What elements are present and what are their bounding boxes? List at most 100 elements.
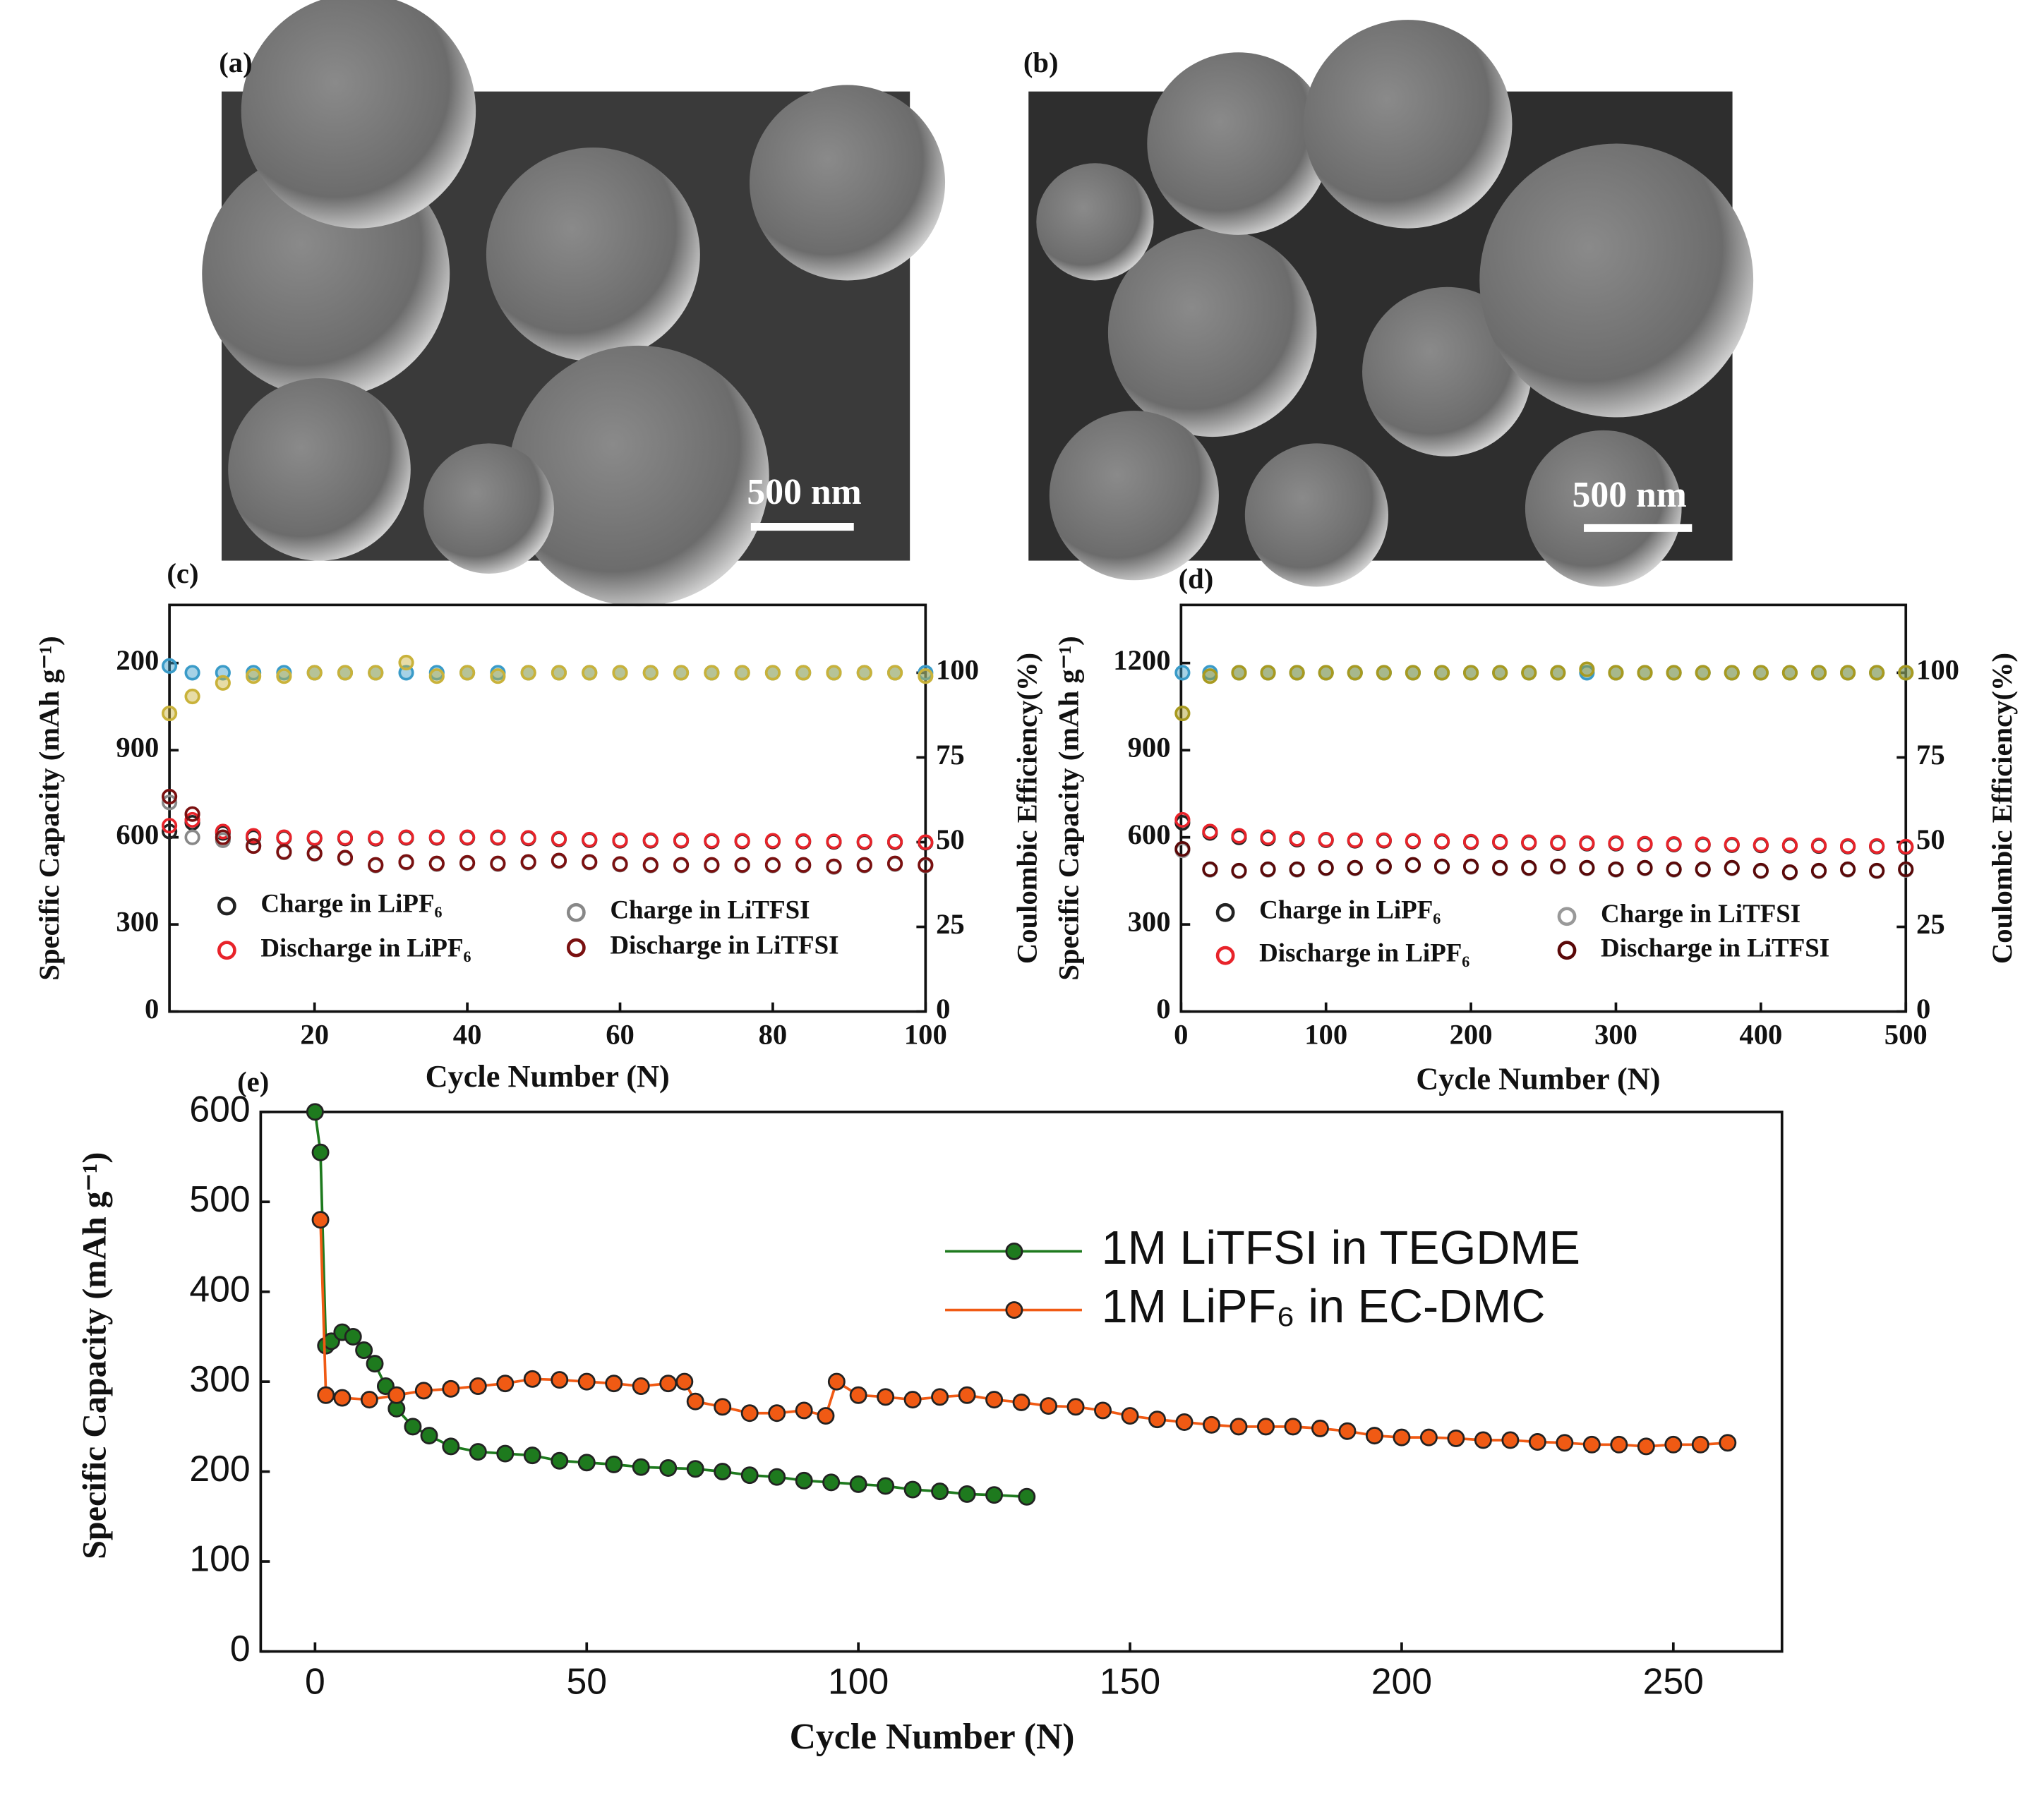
x-tick-label: 300 xyxy=(1594,1018,1637,1050)
legend-marker xyxy=(1215,902,1235,922)
data-point xyxy=(931,1388,949,1406)
data-point xyxy=(1781,837,1798,853)
data-point xyxy=(795,833,812,850)
data-point xyxy=(577,1372,596,1391)
data-point xyxy=(162,788,178,805)
sem-image-b xyxy=(1028,20,1754,587)
y-tick-label: 0 xyxy=(1156,993,1170,1025)
data-point xyxy=(795,1401,813,1420)
data-point xyxy=(306,665,323,681)
data-point xyxy=(849,1386,867,1404)
series-group xyxy=(162,654,934,875)
data-point xyxy=(162,795,178,811)
data-point xyxy=(764,665,781,681)
data-point xyxy=(877,1477,895,1495)
legend-label: Discharge in LiTFSI xyxy=(1601,933,1829,962)
data-point xyxy=(1695,665,1711,681)
data-point xyxy=(1501,1431,1520,1449)
legend-label: Discharge in LiPF₆ xyxy=(260,933,471,962)
panel-label: (e) xyxy=(237,1065,269,1097)
data-point xyxy=(1521,834,1537,850)
data-point xyxy=(442,1437,460,1456)
data-point xyxy=(368,665,384,681)
data-point xyxy=(1175,1413,1194,1431)
x-tick-label: 0 xyxy=(305,1661,325,1702)
x-axis-label: Cycle Number (N) xyxy=(426,1059,670,1094)
data-point xyxy=(306,845,323,862)
data-point xyxy=(368,830,384,846)
x-axis-label: Cycle Number (N) xyxy=(1416,1062,1660,1097)
data-point xyxy=(490,829,506,845)
x-tick-label: 0 xyxy=(1174,1018,1188,1050)
legend-label: Charge in LiTFSI xyxy=(610,895,810,924)
data-point xyxy=(1231,828,1247,844)
legend-label: Charge in LiTFSI xyxy=(1601,899,1800,928)
data-point xyxy=(523,1370,541,1388)
data-point xyxy=(826,858,842,874)
data-point xyxy=(1781,665,1798,681)
legend-label: Discharge in LiPF₆ xyxy=(1259,938,1469,967)
data-point xyxy=(1318,831,1334,848)
y-axis-label: Specific Capacity (mAh g⁻¹) xyxy=(76,1152,114,1559)
data-point xyxy=(459,854,476,871)
data-point xyxy=(1284,1418,1302,1436)
data-point xyxy=(985,1391,1004,1409)
data-point xyxy=(1405,665,1421,681)
data-point xyxy=(1810,665,1827,681)
data-point xyxy=(985,1486,1004,1504)
data-point xyxy=(1839,665,1856,681)
data-point xyxy=(215,675,231,691)
panel-label: (d) xyxy=(1179,562,1214,594)
y2-axis-label: Coulombic Efficiency(%) xyxy=(1011,653,1042,964)
data-point xyxy=(826,665,842,681)
data-point xyxy=(306,830,323,846)
data-point xyxy=(276,668,292,684)
data-point xyxy=(1839,838,1856,854)
legend-marker xyxy=(1005,1242,1023,1260)
data-point xyxy=(704,857,720,873)
data-point xyxy=(276,844,292,860)
data-point xyxy=(1839,861,1856,877)
y2-tick-label: 75 xyxy=(1916,739,1945,771)
y2-tick-label: 50 xyxy=(1916,823,1945,855)
y-axis-label: Specific Capacity (mAh g⁻¹) xyxy=(33,636,65,980)
data-point xyxy=(1608,665,1624,681)
y-tick-label: 900 xyxy=(1128,731,1171,763)
data-point xyxy=(311,1143,330,1161)
data-point xyxy=(276,829,292,845)
data-point xyxy=(551,852,567,869)
data-point xyxy=(1376,858,1392,874)
data-point xyxy=(1463,665,1479,681)
data-point xyxy=(1230,1418,1248,1436)
data-point xyxy=(1121,1407,1139,1425)
data-point xyxy=(675,1372,694,1391)
legend-marker xyxy=(217,896,236,916)
data-point xyxy=(714,1398,732,1416)
data-point xyxy=(490,668,506,684)
data-point xyxy=(1521,665,1537,681)
x-tick-label: 250 xyxy=(1643,1661,1704,1702)
x-tick-label: 500 xyxy=(1884,1018,1928,1050)
data-point xyxy=(1260,829,1276,845)
data-point xyxy=(642,857,659,873)
data-point xyxy=(1231,665,1247,681)
data-point xyxy=(420,1427,438,1445)
data-point xyxy=(817,1407,835,1425)
data-point xyxy=(1174,841,1191,857)
data-point xyxy=(1666,836,1682,852)
y-tick-label: 100 xyxy=(189,1538,250,1579)
data-point xyxy=(1810,862,1827,879)
data-point xyxy=(1753,862,1769,879)
x-tick-label: 100 xyxy=(828,1661,889,1702)
data-point xyxy=(849,1475,867,1493)
data-point xyxy=(496,1444,515,1463)
data-point xyxy=(1318,665,1334,681)
data-point xyxy=(1528,1433,1546,1451)
data-point xyxy=(1724,836,1740,853)
data-point xyxy=(1664,1435,1683,1454)
data-point xyxy=(355,1341,373,1359)
data-point xyxy=(404,1418,422,1436)
data-point xyxy=(642,832,659,848)
x-tick-label: 50 xyxy=(566,1661,607,1702)
